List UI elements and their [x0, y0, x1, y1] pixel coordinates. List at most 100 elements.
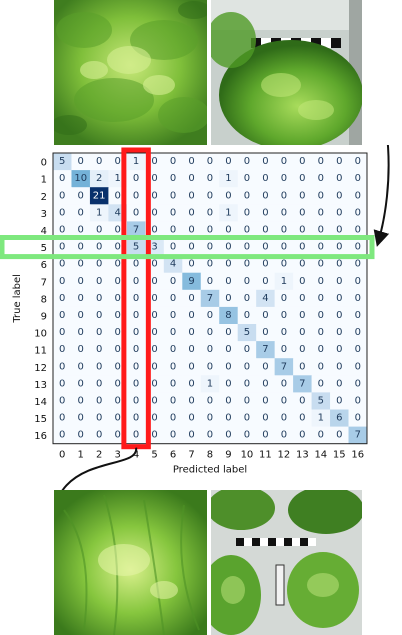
cell-value: 0 [133, 173, 139, 184]
matrix-cell [274, 341, 294, 359]
matrix-cell [182, 238, 202, 256]
matrix-cell [311, 341, 331, 359]
matrix-cell [89, 341, 109, 359]
matrix-cell [182, 255, 202, 274]
matrix-cell [71, 375, 91, 393]
cell-value: 0 [355, 361, 361, 372]
matrix-cell [237, 306, 257, 325]
matrix-cell [293, 324, 312, 342]
cell-value: 0 [170, 413, 176, 424]
matrix-cell [126, 221, 146, 239]
matrix-cell [293, 187, 312, 205]
matrix-cell [71, 324, 91, 342]
lettuce-image [211, 490, 362, 635]
cell-value: 0 [114, 413, 120, 424]
matrix-cell [53, 324, 72, 342]
photo-bottom-right [211, 490, 362, 635]
cell-value: 0 [336, 310, 342, 321]
cell-value: 0 [170, 207, 176, 218]
matrix-cell [89, 392, 109, 410]
cell-value: 0 [151, 259, 157, 270]
cell-value: 0 [78, 190, 84, 201]
cell-value: 0 [151, 378, 157, 389]
matrix-cell [256, 272, 276, 291]
cell-value: 0 [151, 276, 157, 287]
matrix-cell [89, 324, 109, 342]
matrix-cell [348, 153, 368, 171]
matrix-cell [71, 170, 91, 188]
cell-value: 21 [93, 190, 106, 201]
matrix-cell [71, 306, 91, 325]
matrix-cell [89, 187, 109, 205]
matrix-cell [219, 221, 239, 239]
cell-value: 0 [336, 276, 342, 287]
matrix-cell [348, 238, 368, 256]
cell-value: 0 [336, 156, 342, 167]
matrix-cell [219, 204, 239, 222]
cell-value: 0 [281, 430, 287, 441]
x-tick-label: 7 [188, 450, 194, 461]
cell-value: 1 [225, 173, 231, 184]
x-tick-label: 16 [351, 450, 364, 461]
cell-value: 0 [355, 156, 361, 167]
matrix-cell [182, 358, 202, 376]
matrix-cell [256, 324, 276, 342]
matrix-cell [200, 324, 220, 342]
matrix-cell [348, 306, 368, 325]
matrix-cell [71, 426, 91, 445]
x-tick-label: 12 [278, 450, 291, 461]
matrix-cell [163, 204, 183, 222]
matrix-cell [89, 409, 109, 427]
cell-value: 0 [207, 259, 213, 270]
matrix-cell [89, 238, 109, 256]
cell-value: 0 [281, 413, 287, 424]
matrix-cell [71, 341, 91, 359]
matrix-cell [237, 221, 257, 239]
cell-value: 1 [133, 156, 139, 167]
matrix-cell [126, 272, 146, 291]
cell-value: 0 [170, 293, 176, 304]
cell-value: 0 [225, 156, 231, 167]
x-tick-label: 10 [241, 450, 254, 461]
cell-value: 0 [96, 361, 102, 372]
cell-value: 0 [188, 310, 194, 321]
matrix-cell [348, 289, 368, 308]
cell-value: 0 [318, 361, 324, 372]
matrix-cell [348, 426, 368, 445]
matrix-cell [330, 187, 349, 205]
cell-value: 0 [207, 276, 213, 287]
cell-value: 1 [114, 173, 120, 184]
y-tick-label: 7 [41, 277, 47, 288]
cell-value: 7 [281, 361, 287, 372]
y-tick-label: 13 [34, 380, 47, 391]
matrix-cell [330, 289, 349, 308]
cell-value: 0 [318, 276, 324, 287]
matrix-cell [182, 392, 202, 410]
cell-value: 0 [281, 259, 287, 270]
matrix-cell [237, 238, 257, 256]
matrix-cell [71, 187, 91, 205]
cell-value: 0 [244, 224, 250, 235]
cell-value: 0 [96, 242, 102, 253]
cell-value: 5 [318, 395, 324, 406]
cell-value: 0 [318, 242, 324, 253]
matrix-cell [274, 238, 294, 256]
matrix-cell [71, 272, 91, 291]
matrix-cell [330, 392, 349, 410]
cell-value: 0 [133, 361, 139, 372]
cell-value: 0 [96, 259, 102, 270]
cell-value: 0 [225, 224, 231, 235]
cell-value: 0 [78, 310, 84, 321]
cell-value: 0 [355, 276, 361, 287]
matrix-cells [53, 153, 368, 445]
cell-value: 0 [133, 430, 139, 441]
matrix-cell [274, 426, 294, 445]
matrix-cell [71, 221, 91, 239]
matrix-cell [182, 289, 202, 308]
cell-value: 0 [244, 378, 250, 389]
matrix-cell [348, 392, 368, 410]
photo-top-right [211, 0, 362, 145]
cell-value: 0 [151, 224, 157, 235]
cell-value: 0 [207, 224, 213, 235]
cell-value: 0 [188, 224, 194, 235]
